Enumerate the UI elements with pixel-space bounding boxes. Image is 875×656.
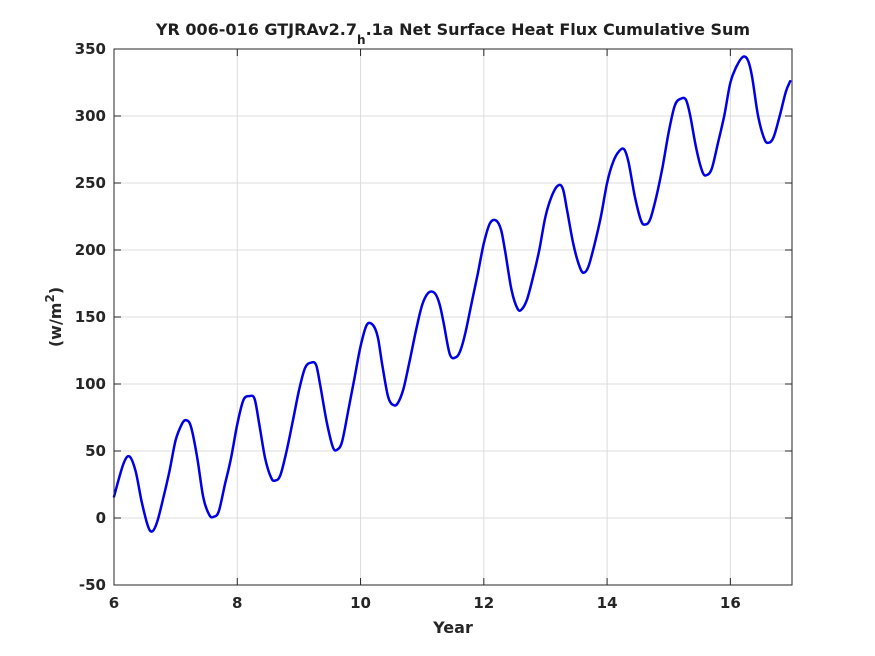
y-tick-label: 300	[75, 107, 106, 125]
y-axis-label-superscript: 2	[43, 294, 57, 302]
y-axis-label-rest: )	[46, 287, 65, 294]
x-tick-label: 16	[720, 594, 741, 612]
y-tick-label: 200	[75, 241, 106, 259]
x-tick-label: 8	[232, 594, 242, 612]
y-axis-label-main: (w/m	[46, 303, 65, 348]
tick-labels: 6 8 10 12 14 16 -50 0 50 100 150 200 250 300 350	[75, 40, 741, 612]
x-tick-label: 6	[109, 594, 119, 612]
y-tick-label: 150	[75, 308, 106, 326]
x-axis-label: Year	[432, 618, 473, 637]
chart-title-rest: .1a Net Surface Heat Flux Cumulative Sum	[366, 20, 751, 39]
chart-title: YR 006-016 GTJRAv2.7h.1a Net Surface Hea…	[155, 20, 750, 47]
y-tick-label: 350	[75, 40, 106, 58]
grid-lines	[113, 48, 792, 586]
y-tick-label: 50	[85, 442, 106, 460]
x-tick-label: 12	[473, 594, 494, 612]
y-axis-label: (w/m2)	[43, 287, 65, 347]
y-tick-label: 100	[75, 375, 106, 393]
chart-title-main: YR 006-016 GTJRAv2.7	[155, 20, 357, 39]
plot-area-border	[113, 48, 793, 586]
x-tick-label: 10	[350, 594, 371, 612]
chart-title-subscript: h	[357, 33, 366, 47]
y-tick-label: 250	[75, 174, 106, 192]
y-tick-label: 0	[96, 509, 106, 527]
series-line	[112, 55, 792, 533]
y-tick-label: -50	[79, 576, 106, 594]
x-tick-label: 14	[597, 594, 618, 612]
